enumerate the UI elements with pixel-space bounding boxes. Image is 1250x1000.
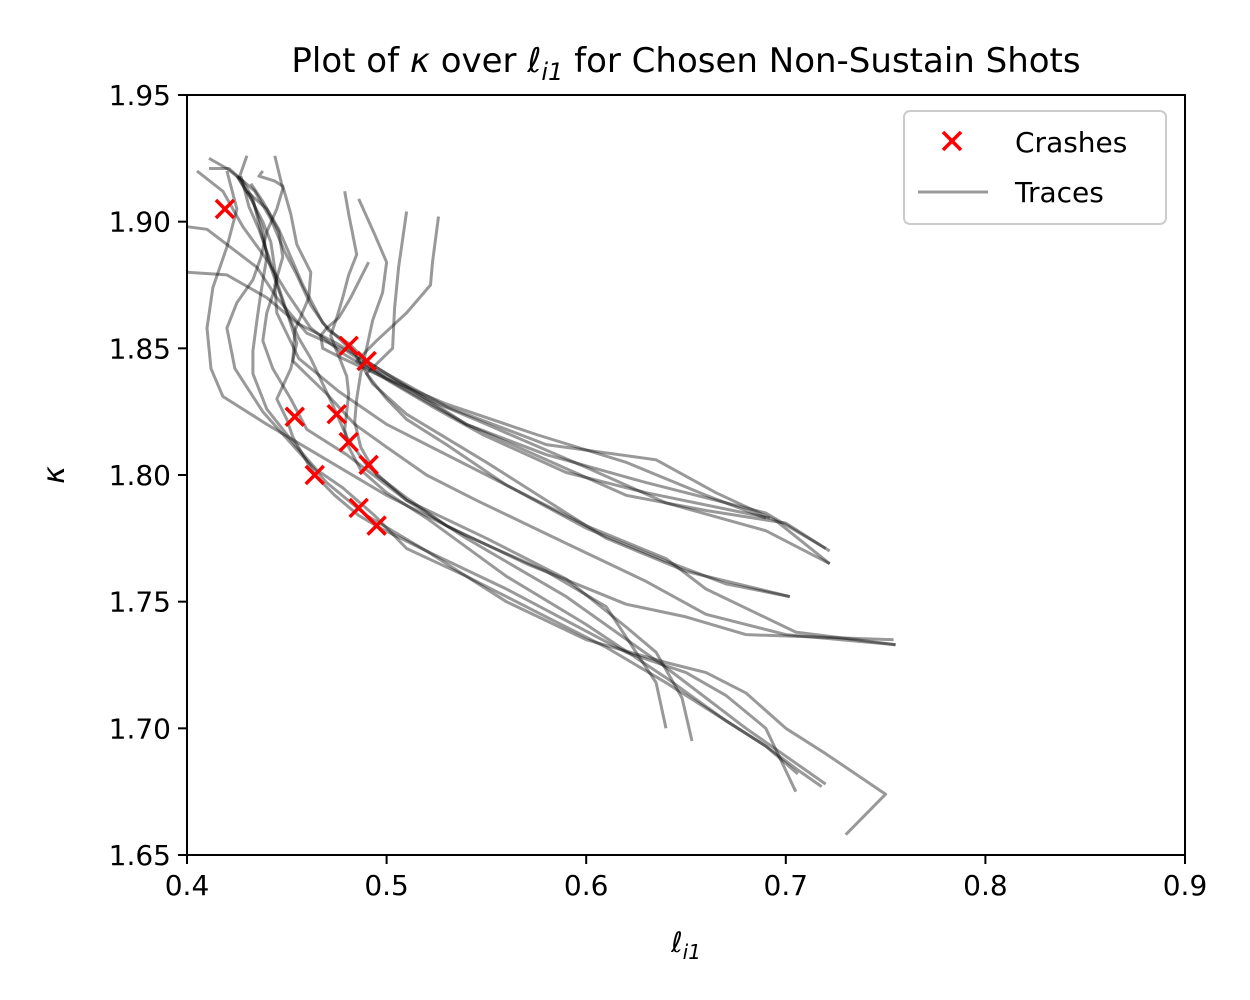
trace-line-10 [208, 156, 827, 786]
x-tick-label: 0.7 [764, 869, 809, 902]
x-axis-ticks: 0.4 0.5 0.6 0.7 0.8 0.9 [165, 855, 1208, 902]
xlabel-ell: ℓ [670, 926, 683, 959]
legend-crash-marker [941, 130, 963, 152]
trace-line-18 [319, 261, 767, 520]
title-sub: i1 [541, 58, 563, 86]
y-axis-label: κ [37, 466, 72, 484]
title-kappa: κ [410, 41, 430, 81]
y-tick-label: 1.75 [109, 586, 171, 619]
legend-traces-label: Traces [1014, 176, 1104, 209]
trace-line-6 [209, 167, 827, 550]
y-tick-label: 1.80 [109, 459, 171, 492]
legend-crashes-label: Crashes [1015, 126, 1127, 159]
title-suffix: for Chosen Non-Sustain Shots [563, 41, 1080, 81]
title-prefix: Plot of [291, 41, 409, 81]
crash-marker-8 [304, 464, 325, 486]
crash-marker-6 [338, 431, 359, 453]
x-tick-label: 0.5 [364, 869, 409, 902]
trace-line-1 [186, 225, 831, 553]
title-middle: over [430, 41, 527, 81]
crashes-layer [214, 198, 387, 536]
x-axis-label: ℓi1 [670, 926, 701, 964]
crash-marker-9 [348, 497, 369, 519]
trace-line-17 [355, 216, 831, 566]
x-tick-label: 0.8 [963, 869, 1008, 902]
trace-line-13 [257, 170, 896, 647]
trace-line-14 [329, 191, 799, 776]
x-tick-label: 0.4 [165, 869, 210, 902]
legend-frame [903, 110, 1167, 225]
trace-line-11 [239, 175, 888, 836]
x-tick-label: 0.6 [564, 869, 609, 902]
crash-marker-4 [284, 406, 306, 427]
y-tick-label: 1.85 [109, 332, 171, 365]
trace-line-9 [225, 155, 798, 793]
trace-line-12 [237, 155, 823, 788]
title-ell: ℓ [526, 41, 541, 81]
crash-marker-7 [358, 454, 379, 476]
trace-line-2 [186, 270, 831, 565]
trace-line-7 [245, 190, 896, 647]
trace-line-4 [205, 170, 668, 729]
y-tick-label: 1.95 [109, 79, 171, 112]
crash-marker-1 [214, 198, 236, 220]
y-tick-label: 1.70 [109, 712, 171, 745]
chart-title: Plot of κ over ℓi1 for Chosen Non-Sustai… [291, 41, 1080, 86]
crash-marker-5 [326, 403, 347, 425]
trace-line-16 [365, 211, 791, 599]
y-tick-label: 1.65 [109, 839, 171, 872]
crash-marker-2 [338, 335, 359, 357]
x-tick-label: 0.9 [1163, 869, 1208, 902]
crash-marker-3 [356, 350, 377, 372]
xlabel-sub: i1 [683, 940, 701, 964]
legend: Crashes Traces [903, 110, 1167, 225]
crash-marker-10 [366, 515, 387, 536]
y-axis-ticks: 1.65 1.70 1.75 1.80 1.85 1.90 1.95 [109, 79, 187, 872]
y-tick-label: 1.90 [109, 206, 171, 239]
